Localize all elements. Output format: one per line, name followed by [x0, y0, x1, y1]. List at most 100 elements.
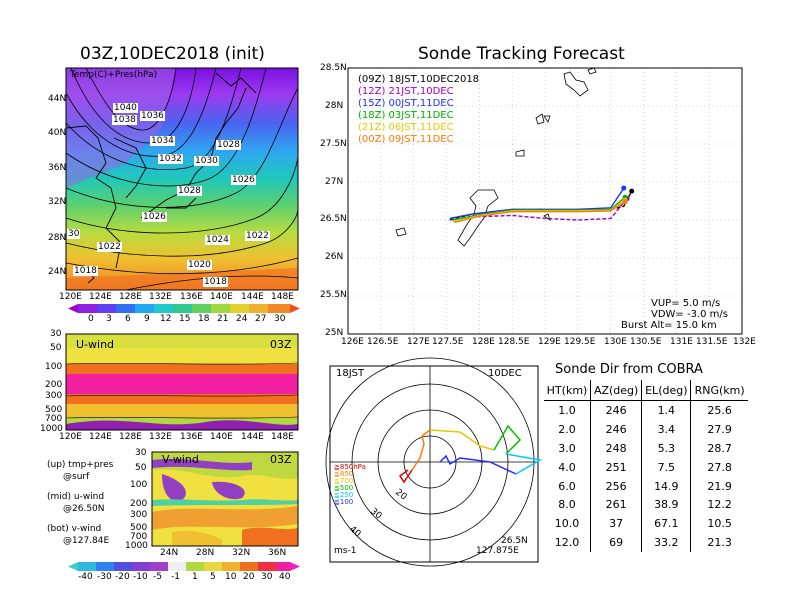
colorbar-label: 15 — [179, 314, 191, 324]
x-tick: 120E — [59, 432, 82, 442]
level-label: ≦250 — [334, 491, 354, 499]
colorbar-label: 5 — [210, 572, 216, 582]
track-line — [454, 201, 626, 223]
track-endpoint — [629, 188, 635, 194]
table-cell: 12.2 — [707, 498, 732, 512]
colorbar-label: -40 — [78, 572, 93, 582]
x-tick: 129.5E — [564, 337, 596, 347]
contour-label: 1034 — [150, 136, 175, 146]
x-tick: 148E — [271, 292, 294, 302]
table-cell: 38.9 — [641, 495, 692, 515]
x-tick: 140E — [210, 432, 233, 442]
level-label: ≦700 — [334, 477, 354, 485]
colorbar-label: 20 — [243, 572, 255, 582]
table-cell: 251 — [590, 457, 643, 477]
x-tick: 124E — [89, 292, 112, 302]
contour-label: 1028 — [177, 186, 202, 196]
y-tick: 100 — [130, 480, 148, 490]
y-tick: 24N — [48, 267, 67, 277]
polar-lat: 26.5N — [501, 536, 528, 546]
x-tick: 128E — [119, 432, 142, 442]
param-vdw: VDW= -3.0 m/s — [651, 309, 728, 320]
table-row: 8.0 261 38.9 12.2 — [544, 495, 748, 515]
table-cell: 5.3 — [641, 438, 692, 458]
track-endpoint — [621, 185, 627, 191]
x-tick: 144E — [241, 432, 264, 442]
contour-label: 1032 — [158, 154, 183, 164]
colorbar-label: 18 — [198, 314, 210, 324]
x-tick: 120E — [59, 292, 82, 302]
colorbar-label: -10 — [133, 572, 148, 582]
track-line — [449, 187, 625, 220]
track-legend-item: (18Z) 03JST,11DEC — [358, 110, 454, 121]
table-cell: 8.0 — [544, 495, 592, 515]
column-header: RNG(km) — [690, 380, 748, 401]
legend-text: (bot) v-wind — [47, 524, 102, 534]
track-legend-item: (00Z) 09JST,11DEC — [358, 134, 454, 145]
colorbar-label: 6 — [125, 314, 131, 324]
legend-text: @surf — [63, 472, 90, 482]
contour-label: 1024 — [205, 235, 230, 245]
y-tick: 28N — [48, 233, 67, 243]
table-row: 4.0 251 7.5 27.8 — [544, 457, 748, 477]
colorbar-label: 0 — [88, 314, 94, 324]
legend-text: (up) tmp+pres — [47, 460, 114, 470]
track-endpoint — [622, 199, 628, 205]
contour-label: 1022 — [97, 242, 122, 252]
table-cell: 10.5 — [707, 517, 732, 531]
x-tick: 132E — [733, 337, 756, 347]
y-tick: 500 — [45, 405, 63, 415]
x-tick: 126E — [341, 337, 364, 347]
colorbar-label: -30 — [97, 572, 112, 582]
table-cell: 3.0 — [544, 438, 592, 458]
y-tick: 27.5N — [320, 139, 347, 149]
y-tick: 100 — [45, 362, 63, 372]
y-tick: 500 — [130, 523, 148, 533]
level-label: ≦850 — [334, 470, 354, 478]
table-cell: 3.4 — [641, 420, 692, 439]
param-vup: VUP= 5.0 m/s — [651, 298, 721, 309]
x-tick: 148E — [271, 432, 294, 442]
contour-label: 1040 — [113, 103, 138, 113]
map-sublabel: Temp(C)+Pres(hPa) — [70, 70, 158, 80]
polar-time: 18JST — [336, 368, 365, 379]
polar-date: 10DEC — [488, 368, 522, 379]
wind-colorbar — [68, 562, 300, 571]
table-row: 1.0 246 1.4 25.6 — [544, 400, 748, 421]
x-tick: 132E — [149, 432, 172, 442]
contour-label: 1030 — [194, 156, 219, 166]
v-wind-time: 03Z — [270, 453, 292, 466]
y-tick: 32N — [48, 197, 67, 207]
table-title: Sonde Dir from COBRA — [555, 362, 703, 377]
table-cell: 37 — [590, 514, 643, 534]
x-tick: 132E — [149, 292, 172, 302]
hodograph-polar — [325, 357, 543, 567]
track-legend-item: (15Z) 00JST,11DEC — [358, 98, 454, 109]
u-wind-time: 03Z — [270, 338, 292, 351]
x-tick: 128E — [472, 337, 495, 347]
column-header: AZ(deg) — [590, 380, 643, 401]
y-tick: 44N — [48, 94, 67, 104]
table-cell: 10.0 — [544, 514, 592, 534]
u-wind-label: U-wind — [76, 338, 115, 351]
table-cell: 14.9 — [641, 476, 692, 496]
contour-label: 1026 — [231, 175, 256, 185]
legend-text: (mid) u-wind — [47, 492, 105, 502]
column-header: HT(km) — [544, 380, 592, 401]
contour-label: 1038 — [112, 115, 137, 125]
contour-label: 1020 — [187, 260, 212, 270]
table-cell: 69 — [590, 533, 643, 552]
table-cell: 246 — [590, 400, 643, 421]
table-cell: 25.6 — [707, 404, 732, 418]
y-tick: 28.5N — [320, 63, 347, 73]
y-tick: 25N — [325, 328, 344, 338]
x-tick: 127.5E — [432, 337, 464, 347]
y-tick: 300 — [130, 510, 148, 520]
v-wind-cross-section — [151, 451, 299, 547]
x-tick: 127E — [407, 337, 430, 347]
table-cell: 256 — [590, 476, 643, 496]
level-label: ≦500 — [334, 484, 354, 492]
y-tick: 1000 — [125, 541, 148, 551]
table-row: 3.0 248 5.3 28.7 — [544, 438, 748, 458]
param-burst: Burst Alt= 15.0 km — [621, 320, 717, 331]
